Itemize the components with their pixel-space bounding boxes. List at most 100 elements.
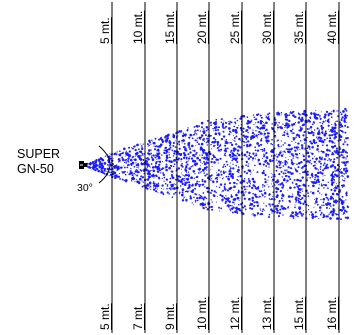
spray-droplet bbox=[264, 159, 268, 163]
spray-droplet bbox=[216, 140, 220, 144]
spray-droplet bbox=[336, 120, 338, 123]
spray-droplet bbox=[314, 202, 316, 205]
spray-droplet bbox=[251, 177, 255, 181]
spray-droplet bbox=[157, 145, 160, 148]
spray-droplet bbox=[213, 194, 216, 198]
spray-droplet bbox=[196, 199, 199, 202]
spray-droplet bbox=[256, 149, 260, 152]
spray-droplet bbox=[342, 156, 345, 159]
spray-droplet bbox=[245, 141, 248, 143]
spray-droplet bbox=[234, 140, 236, 142]
spray-droplet bbox=[255, 158, 257, 160]
spray-droplet bbox=[127, 171, 129, 173]
spray-droplet bbox=[243, 144, 245, 147]
spray-droplet bbox=[137, 164, 140, 167]
spray-droplet bbox=[286, 170, 288, 172]
spray-droplet bbox=[310, 181, 312, 183]
spray-droplet bbox=[183, 133, 186, 137]
spray-droplet bbox=[174, 191, 177, 194]
spray-droplet bbox=[163, 180, 165, 182]
spray-droplet bbox=[220, 137, 224, 141]
spray-droplet bbox=[168, 151, 170, 153]
spray-droplet bbox=[256, 171, 259, 174]
spray-droplet bbox=[249, 207, 252, 210]
spray-droplet bbox=[334, 170, 336, 172]
spray-droplet bbox=[344, 116, 348, 119]
spray-droplet bbox=[333, 187, 335, 189]
spray-droplet bbox=[287, 175, 291, 178]
spray-droplet bbox=[337, 194, 339, 196]
spray-droplet bbox=[140, 169, 142, 172]
spray-droplet bbox=[322, 164, 325, 167]
spray-droplet bbox=[302, 154, 305, 158]
spray-droplet bbox=[152, 176, 154, 178]
spray-droplet bbox=[148, 176, 151, 179]
spray-droplet bbox=[316, 178, 320, 182]
spray-droplet bbox=[236, 119, 239, 122]
spray-droplet bbox=[332, 209, 335, 212]
spray-droplet bbox=[283, 142, 286, 144]
spray-droplet bbox=[283, 131, 286, 134]
spray-droplet bbox=[146, 161, 149, 163]
spray-droplet bbox=[339, 126, 341, 129]
spray-droplet bbox=[248, 205, 250, 207]
spray-droplet bbox=[177, 178, 179, 180]
distance-label-text: 35 mt. bbox=[292, 10, 306, 44]
spray-droplet bbox=[145, 157, 148, 160]
spray-droplet bbox=[289, 156, 291, 158]
spray-droplet bbox=[187, 153, 190, 156]
spray-droplet bbox=[170, 165, 173, 167]
spray-droplet bbox=[137, 148, 140, 151]
spray-droplet bbox=[233, 135, 235, 137]
spray-droplet bbox=[223, 163, 226, 166]
spray-droplet bbox=[262, 169, 265, 172]
spray-droplet bbox=[178, 191, 181, 194]
spray-droplet bbox=[271, 180, 273, 182]
width-label-text: 5 mt. bbox=[98, 303, 112, 330]
spray-droplet bbox=[141, 176, 145, 179]
spray-droplet bbox=[306, 170, 309, 173]
spray-droplet bbox=[324, 130, 327, 133]
spray-droplet bbox=[232, 206, 235, 209]
spray-droplet bbox=[128, 147, 130, 149]
spray-droplet bbox=[156, 154, 159, 158]
spray-droplet bbox=[319, 210, 321, 212]
spray-droplet bbox=[155, 190, 158, 193]
spray-droplet bbox=[242, 194, 245, 197]
spray-droplet bbox=[212, 180, 215, 184]
spray-droplet bbox=[206, 144, 208, 146]
spray-droplet bbox=[193, 130, 195, 132]
spray-droplet bbox=[161, 177, 163, 179]
spray-droplet bbox=[186, 160, 188, 163]
spray-droplet bbox=[142, 143, 144, 145]
spray-droplet bbox=[151, 139, 153, 141]
spray-droplet bbox=[164, 136, 167, 139]
spray-droplet bbox=[162, 161, 164, 163]
spray-droplet bbox=[151, 166, 155, 169]
spray-droplet bbox=[103, 167, 107, 171]
spray-droplet bbox=[212, 127, 214, 130]
spray-droplet bbox=[325, 110, 329, 113]
spray-droplet bbox=[276, 155, 279, 158]
spray-droplet bbox=[345, 162, 348, 164]
spray-droplet bbox=[103, 162, 106, 165]
spray-droplet bbox=[235, 209, 238, 212]
spray-droplet bbox=[222, 135, 226, 138]
spray-droplet bbox=[333, 189, 337, 192]
spray-droplet bbox=[291, 140, 293, 143]
spray-droplet bbox=[283, 134, 286, 137]
spray-droplet bbox=[193, 177, 195, 179]
spray-droplet bbox=[306, 160, 309, 163]
spray-droplet bbox=[237, 166, 240, 168]
spray-droplet bbox=[206, 137, 209, 140]
distance-label-text: 25 mt. bbox=[228, 10, 242, 44]
spray-droplet bbox=[295, 199, 298, 202]
spray-droplet bbox=[98, 165, 102, 169]
spray-droplet bbox=[295, 136, 297, 138]
spray-droplet bbox=[255, 134, 258, 137]
spray-droplet bbox=[297, 193, 300, 196]
spray-droplet bbox=[261, 210, 264, 213]
spray-droplet bbox=[336, 163, 339, 167]
spray-droplet bbox=[191, 159, 195, 163]
spray-droplet bbox=[291, 211, 294, 215]
